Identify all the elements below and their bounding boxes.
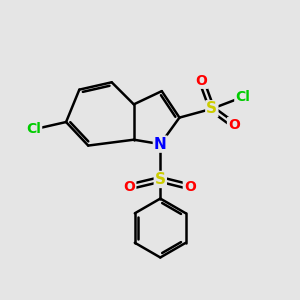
Text: O: O [196,74,208,88]
Text: Cl: Cl [235,90,250,104]
Text: N: N [154,136,167,152]
Text: O: O [124,180,135,194]
Text: O: O [228,118,240,132]
Text: Cl: Cl [26,122,41,136]
Text: S: S [206,101,217,116]
Text: O: O [184,180,196,194]
Text: S: S [155,172,166,187]
